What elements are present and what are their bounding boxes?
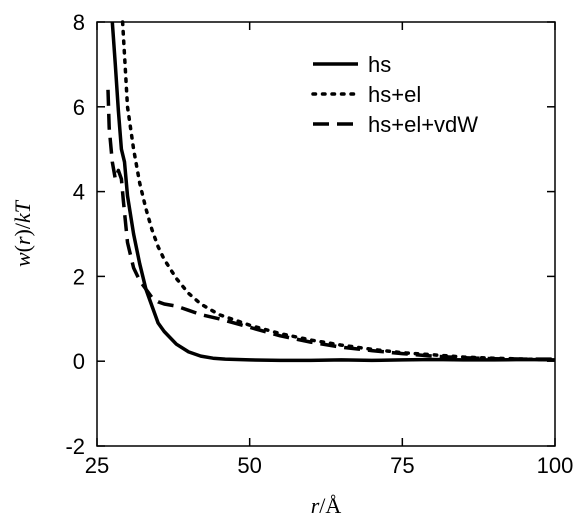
plot-area-frame — [96, 21, 556, 447]
y-tick-label: -2 — [65, 434, 85, 459]
legend: hs hs+el hs+el+vdW — [311, 52, 478, 137]
y-tick-label: 4 — [73, 180, 85, 205]
axis-ticks: 25 50 75 100 -2 0 2 4 6 8 — [65, 10, 573, 478]
legend-entry-label: hs — [368, 52, 391, 77]
y-tick-label: 0 — [73, 349, 85, 374]
x-axis-label: r/Å — [311, 493, 342, 518]
y-tick-label: 6 — [73, 95, 85, 120]
x-tick-label: 50 — [237, 453, 261, 478]
x-tick-label: 100 — [537, 453, 574, 478]
y-tick-label: 8 — [73, 10, 85, 35]
legend-entry-label: hs+el — [368, 82, 421, 107]
x-tick-label: 75 — [390, 453, 414, 478]
series-line-hs — [110, 21, 556, 363]
y-axis-label: w(r)/kT — [10, 199, 35, 267]
y-tick-label: 2 — [73, 264, 85, 289]
legend-entry-label: hs+el+vdW — [368, 112, 478, 137]
x-tick-label: 25 — [85, 453, 109, 478]
series-layer — [106, 20, 557, 363]
series-line-hs-el-vdW — [106, 89, 555, 361]
